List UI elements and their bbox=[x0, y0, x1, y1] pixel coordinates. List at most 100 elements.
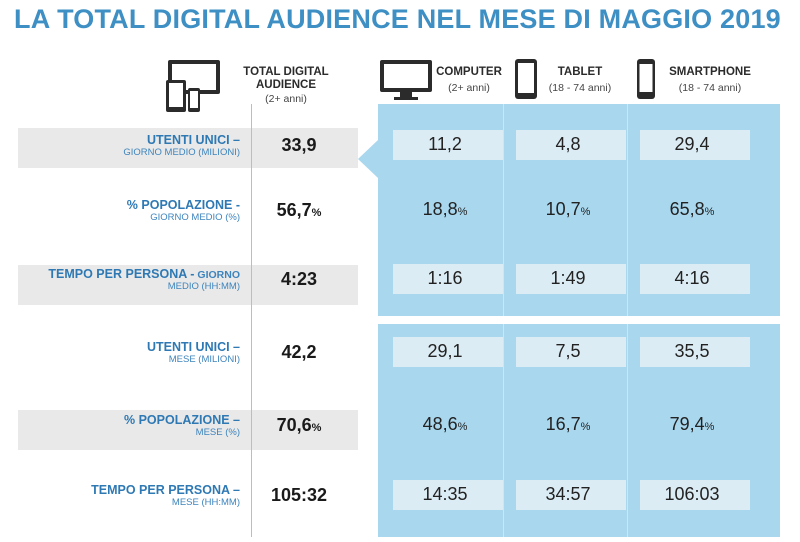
cell-highlight bbox=[393, 130, 503, 160]
multi-device-icon bbox=[164, 58, 224, 123]
computer-value: 1:16 bbox=[385, 268, 505, 289]
value-number: 29,4 bbox=[674, 134, 710, 154]
percent-sign: % bbox=[311, 422, 322, 434]
row-label: % POPOLAZIONE - GIORNO MEDIO (%) bbox=[0, 198, 240, 223]
cell-highlight bbox=[516, 480, 626, 510]
percent-sign: % bbox=[704, 421, 715, 433]
value-number: 79,4 bbox=[669, 414, 705, 434]
cell-highlight bbox=[516, 130, 626, 160]
value-number: 4:23 bbox=[280, 269, 318, 289]
row-band bbox=[18, 265, 358, 305]
value-number: 16,7 bbox=[545, 414, 581, 434]
row-label: UTENTI UNICI – MESE (MILIONI) bbox=[0, 340, 240, 365]
column-sub-computer: (2+ anni) bbox=[448, 82, 490, 94]
value-number: 56,7 bbox=[276, 200, 312, 220]
row-label-text: UTENTI UNICI – bbox=[146, 340, 240, 354]
tablet-value: 4,8 bbox=[508, 134, 628, 155]
row-label-main: UTENTI UNICI – bbox=[0, 133, 240, 147]
row-label: TEMPO PER PERSONA - GIORNO MEDIO (HH:MM) bbox=[0, 267, 240, 292]
cell-highlight bbox=[516, 264, 626, 294]
total-value: 56,7% bbox=[256, 200, 342, 221]
row-band bbox=[18, 410, 358, 450]
value-number: 14:35 bbox=[422, 484, 468, 504]
column-title-computer: COMPUTER bbox=[436, 66, 502, 78]
row-label-text: UTENTI UNICI – bbox=[146, 133, 240, 147]
tablet-value: 7,5 bbox=[508, 341, 628, 362]
cell-highlight bbox=[393, 264, 503, 294]
row-label-main: TEMPO PER PERSONA – bbox=[0, 483, 240, 497]
tablet-icon bbox=[514, 58, 538, 105]
row-label: TEMPO PER PERSONA – MESE (HH:MM) bbox=[0, 483, 240, 508]
value-number: 70,6 bbox=[276, 415, 312, 435]
computer-value: 29,1 bbox=[385, 341, 505, 362]
row-label-main: % POPOLAZIONE – bbox=[0, 413, 240, 427]
panel-pointer bbox=[358, 140, 378, 178]
tablet-value: 1:49 bbox=[508, 268, 628, 289]
percent-sign: % bbox=[580, 421, 591, 433]
total-value: 33,9 bbox=[256, 135, 342, 156]
column-sub-smartphone: (18 - 74 anni) bbox=[678, 82, 742, 94]
row-label-sub: GIORNO MEDIO (%) bbox=[150, 212, 240, 223]
value-number: 29,1 bbox=[427, 341, 463, 361]
percent-sign: % bbox=[457, 421, 468, 433]
percent-sign: % bbox=[457, 206, 468, 218]
smartphone-value: 4:16 bbox=[632, 268, 752, 289]
value-number: 4,8 bbox=[555, 134, 581, 154]
monitor-icon bbox=[378, 58, 434, 107]
cell-highlight bbox=[640, 480, 750, 510]
value-number: 42,2 bbox=[281, 342, 317, 362]
row-label-main: % POPOLAZIONE - bbox=[0, 198, 240, 212]
tablet-value: 16,7% bbox=[508, 414, 628, 435]
percent-sign: % bbox=[704, 206, 715, 218]
smartphone-value: 65,8% bbox=[632, 199, 752, 220]
value-number: 65,8 bbox=[669, 199, 705, 219]
cell-highlight bbox=[393, 480, 503, 510]
value-number: 1:49 bbox=[550, 268, 586, 288]
row-label-text: % POPOLAZIONE - bbox=[126, 198, 240, 212]
column-title-total: TOTAL DIGITAL AUDIENCE bbox=[243, 66, 329, 91]
cell-highlight bbox=[640, 337, 750, 367]
computer-value: 14:35 bbox=[385, 484, 505, 505]
total-value: 105:32 bbox=[256, 485, 342, 506]
row-label-text: % POPOLAZIONE – bbox=[124, 413, 240, 427]
percent-sign: % bbox=[311, 207, 322, 219]
cell-highlight bbox=[516, 337, 626, 367]
value-number: 106:03 bbox=[664, 484, 720, 504]
row-label-text: TEMPO PER PERSONA - bbox=[48, 267, 195, 281]
value-number: 11,2 bbox=[428, 134, 462, 154]
section-divider bbox=[18, 316, 780, 324]
smartphone-value: 79,4% bbox=[632, 414, 752, 435]
row-label: UTENTI UNICI – GIORNO MEDIO (MILIONI) bbox=[0, 133, 240, 158]
column-title-smartphone: SMARTPHONE bbox=[669, 66, 751, 78]
column-sub-tablet: (18 - 74 anni) bbox=[548, 82, 612, 94]
computer-value: 18,8% bbox=[385, 199, 505, 220]
cell-highlight bbox=[640, 264, 750, 294]
value-number: 7,5 bbox=[555, 341, 581, 361]
value-number: 105:32 bbox=[270, 485, 328, 505]
cell-highlight bbox=[640, 130, 750, 160]
page-title: LA TOTAL DIGITAL AUDIENCE NEL MESE DI MA… bbox=[14, 4, 781, 34]
smartphone-icon bbox=[636, 58, 656, 105]
row-label-sub: MEDIO (HH:MM) bbox=[167, 281, 240, 292]
value-number: 34:57 bbox=[545, 484, 591, 504]
computer-value: 11,2 bbox=[385, 134, 505, 155]
row-label-sub: GIORNO MEDIO (MILIONI) bbox=[123, 147, 240, 158]
total-value: 70,6% bbox=[256, 415, 342, 436]
total-value: 4:23 bbox=[256, 269, 342, 290]
column-sub-total: (2+ anni) bbox=[265, 93, 307, 105]
smartphone-value: 29,4 bbox=[632, 134, 752, 155]
label-divider bbox=[251, 104, 252, 537]
row-label-inline-sub: GIORNO bbox=[194, 269, 240, 281]
column-title-tablet: TABLET bbox=[557, 66, 603, 78]
row-label-sub: MESE (HH:MM) bbox=[171, 497, 240, 508]
row-label-main: TEMPO PER PERSONA - GIORNO bbox=[0, 267, 240, 281]
cell-highlight bbox=[393, 337, 503, 367]
row-label: % POPOLAZIONE – MESE (%) bbox=[0, 413, 240, 438]
value-number: 4:16 bbox=[674, 268, 710, 288]
row-label-sub: MESE (MILIONI) bbox=[168, 354, 240, 365]
value-number: 1:16 bbox=[427, 268, 463, 288]
value-number: 48,6 bbox=[422, 414, 458, 434]
percent-sign: % bbox=[580, 206, 591, 218]
value-number: 33,9 bbox=[281, 135, 317, 155]
value-number: 18,8 bbox=[422, 199, 458, 219]
